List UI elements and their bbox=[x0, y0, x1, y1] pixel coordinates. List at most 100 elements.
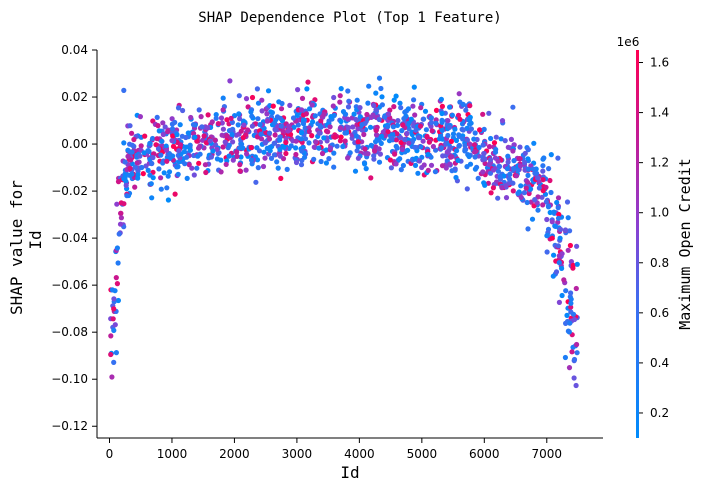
data-point bbox=[210, 148, 216, 154]
data-point bbox=[288, 143, 294, 149]
data-point bbox=[511, 142, 517, 148]
data-point bbox=[177, 142, 184, 148]
data-point bbox=[475, 175, 481, 181]
y-ticks: 0.04 0.02 0.00 −0.02 −0.04 −0.06 −0.08 −0.10 −0.… bbox=[51, 43, 97, 433]
data-point bbox=[536, 185, 543, 191]
data-point bbox=[331, 164, 337, 170]
data-point bbox=[257, 122, 263, 128]
data-point bbox=[163, 147, 170, 153]
data-point bbox=[510, 104, 516, 110]
data-point bbox=[160, 131, 166, 138]
data-point bbox=[351, 111, 357, 117]
data-point bbox=[499, 118, 506, 124]
data-point bbox=[159, 138, 165, 144]
data-point bbox=[504, 166, 510, 172]
data-point bbox=[201, 133, 207, 139]
data-point bbox=[495, 168, 501, 174]
x-tick-label: 2000 bbox=[219, 447, 250, 461]
data-point bbox=[277, 146, 283, 153]
data-point bbox=[118, 215, 124, 221]
data-point bbox=[568, 300, 574, 306]
data-point bbox=[331, 150, 337, 156]
data-point bbox=[481, 180, 487, 186]
data-point bbox=[385, 111, 392, 117]
data-point bbox=[447, 124, 453, 130]
data-point bbox=[302, 136, 309, 142]
data-point bbox=[439, 103, 445, 109]
data-point bbox=[141, 150, 147, 156]
data-point bbox=[482, 156, 488, 162]
data-point bbox=[404, 130, 410, 137]
data-point bbox=[467, 103, 473, 109]
data-point bbox=[561, 277, 567, 283]
data-point bbox=[555, 215, 562, 221]
data-point bbox=[530, 166, 536, 172]
data-point bbox=[127, 149, 133, 155]
data-point bbox=[156, 166, 162, 172]
data-point bbox=[354, 148, 360, 154]
data-point bbox=[331, 94, 337, 101]
y-tick-label: −0.10 bbox=[51, 372, 88, 386]
data-point bbox=[154, 114, 160, 120]
data-point bbox=[283, 150, 289, 157]
data-point bbox=[121, 201, 127, 207]
data-point bbox=[184, 154, 190, 160]
data-point bbox=[158, 186, 164, 192]
x-tick-label: 7000 bbox=[532, 447, 563, 461]
data-point bbox=[238, 128, 244, 134]
data-point bbox=[525, 156, 531, 162]
data-point bbox=[253, 179, 259, 185]
data-point bbox=[205, 112, 211, 118]
data-point bbox=[522, 159, 528, 165]
data-point bbox=[170, 133, 176, 139]
data-point bbox=[200, 137, 206, 143]
data-point bbox=[379, 133, 385, 139]
data-point bbox=[571, 356, 578, 363]
data-point bbox=[140, 171, 146, 177]
data-point bbox=[423, 127, 429, 133]
data-point bbox=[149, 195, 155, 201]
data-point bbox=[318, 124, 324, 130]
data-point bbox=[412, 144, 418, 150]
data-point bbox=[148, 181, 154, 187]
colorbar-ticks: 0.2 0.4 0.6 0.8 1.0 1.2 1.4 1.6 bbox=[639, 56, 669, 420]
data-point bbox=[467, 121, 473, 127]
data-point bbox=[524, 179, 531, 185]
data-point bbox=[510, 165, 517, 172]
data-point bbox=[230, 157, 236, 163]
data-point bbox=[495, 195, 501, 201]
data-point bbox=[525, 172, 531, 178]
data-point bbox=[196, 107, 202, 113]
data-point bbox=[338, 118, 344, 125]
data-point bbox=[426, 139, 432, 145]
data-point bbox=[279, 100, 285, 107]
data-point bbox=[568, 304, 574, 310]
data-point bbox=[122, 172, 128, 178]
data-point bbox=[456, 91, 462, 97]
data-point bbox=[249, 94, 256, 101]
data-point bbox=[114, 281, 120, 287]
data-point bbox=[565, 328, 572, 334]
data-point bbox=[460, 136, 466, 142]
data-point bbox=[400, 122, 406, 128]
data-point bbox=[254, 86, 260, 92]
data-point bbox=[191, 172, 197, 178]
data-point bbox=[551, 209, 557, 215]
data-point bbox=[207, 138, 213, 144]
data-point bbox=[137, 153, 143, 159]
data-point bbox=[223, 161, 229, 167]
data-point bbox=[316, 130, 322, 136]
data-point bbox=[421, 162, 427, 168]
data-point bbox=[472, 130, 478, 136]
data-point bbox=[293, 145, 299, 151]
x-tick-label: 5000 bbox=[407, 447, 438, 461]
data-point bbox=[511, 158, 517, 164]
data-point bbox=[258, 131, 264, 137]
data-point bbox=[453, 137, 460, 144]
data-point bbox=[278, 123, 284, 129]
data-point bbox=[303, 111, 309, 117]
data-point bbox=[220, 126, 226, 132]
data-point bbox=[450, 131, 457, 137]
data-point bbox=[318, 158, 324, 165]
